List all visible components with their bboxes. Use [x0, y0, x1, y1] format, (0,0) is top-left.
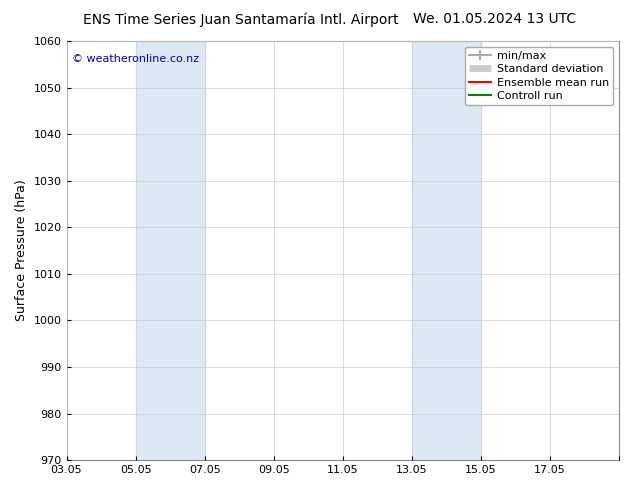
Bar — [412, 41, 481, 460]
Text: We. 01.05.2024 13 UTC: We. 01.05.2024 13 UTC — [413, 12, 576, 26]
Bar — [136, 41, 205, 460]
Text: ENS Time Series Juan Santamaría Intl. Airport: ENS Time Series Juan Santamaría Intl. Ai… — [83, 12, 399, 27]
Legend: min/max, Standard deviation, Ensemble mean run, Controll run: min/max, Standard deviation, Ensemble me… — [465, 47, 614, 105]
Text: © weatheronline.co.nz: © weatheronline.co.nz — [72, 53, 199, 64]
Y-axis label: Surface Pressure (hPa): Surface Pressure (hPa) — [15, 180, 28, 321]
